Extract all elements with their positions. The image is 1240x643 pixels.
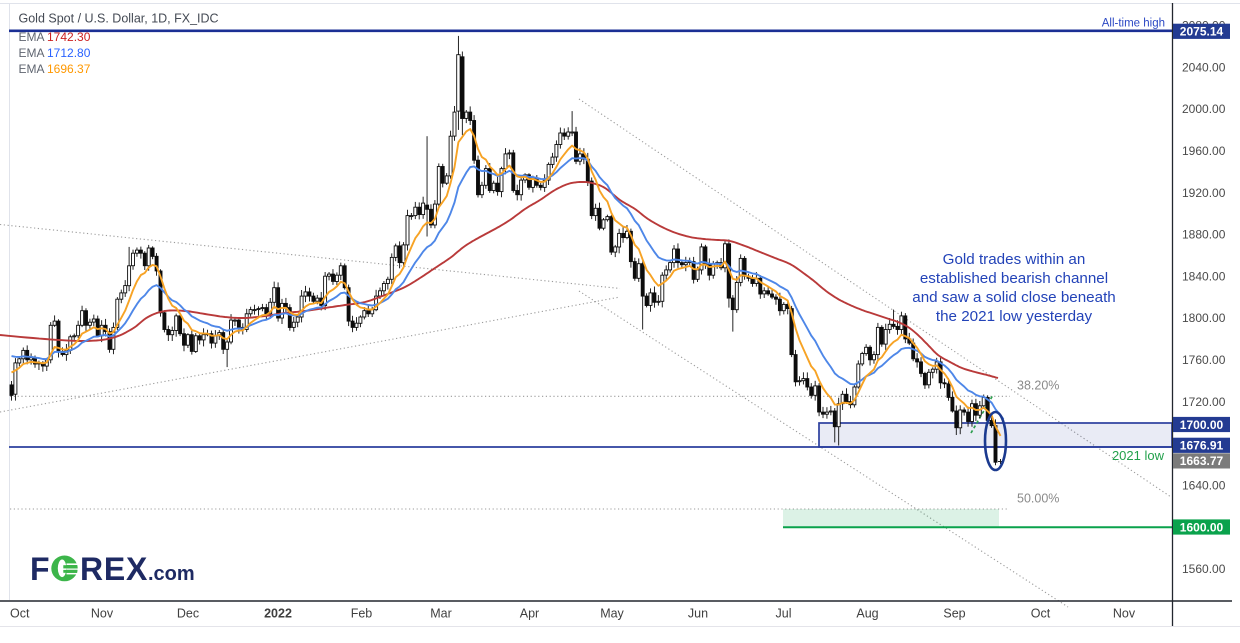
svg-text:Gold trades within an: Gold trades within an: [943, 251, 1086, 268]
svg-text:EMA: EMA: [19, 30, 45, 44]
svg-text:1880.00: 1880.00: [1182, 228, 1226, 242]
svg-text:1712.80: 1712.80: [47, 46, 91, 60]
svg-text:1696.37: 1696.37: [47, 62, 91, 76]
svg-text:Nov: Nov: [1113, 607, 1136, 621]
svg-text:2000.00: 2000.00: [1182, 102, 1226, 116]
svg-text:1742.30: 1742.30: [47, 30, 91, 44]
svg-text:Dec: Dec: [177, 607, 199, 621]
svg-text:1600.00: 1600.00: [1180, 520, 1224, 534]
svg-text:Oct: Oct: [10, 607, 30, 621]
svg-text:Jun: Jun: [688, 607, 708, 621]
svg-text:2040.00: 2040.00: [1182, 60, 1226, 74]
svg-text:Sep: Sep: [943, 607, 965, 621]
svg-text:Apr: Apr: [520, 607, 539, 621]
svg-text:50.00%: 50.00%: [1017, 492, 1059, 506]
svg-text:All-time high: All-time high: [1102, 18, 1165, 30]
svg-text:the 2021 low yesterday: the 2021 low yesterday: [936, 308, 1093, 325]
svg-text:Oct: Oct: [1031, 607, 1051, 621]
svg-text:1760.00: 1760.00: [1182, 353, 1226, 367]
svg-text:1676.91: 1676.91: [1180, 439, 1224, 453]
svg-text:1700.00: 1700.00: [1180, 418, 1224, 432]
svg-text:and saw a solid close beneath: and saw a solid close beneath: [912, 289, 1115, 306]
svg-text:1720.00: 1720.00: [1182, 395, 1226, 409]
svg-text:Jul: Jul: [776, 607, 792, 621]
svg-text:1560.00: 1560.00: [1182, 562, 1226, 576]
svg-text:1840.00: 1840.00: [1182, 269, 1226, 283]
svg-text:Mar: Mar: [430, 607, 452, 621]
svg-text:May: May: [600, 607, 624, 621]
svg-text:1800.00: 1800.00: [1182, 311, 1226, 325]
svg-text:1640.00: 1640.00: [1182, 478, 1226, 492]
svg-text:2022: 2022: [264, 607, 292, 621]
svg-text:established bearish channel: established bearish channel: [920, 270, 1108, 287]
svg-text:Feb: Feb: [351, 607, 373, 621]
svg-text:2021 low: 2021 low: [1112, 448, 1165, 463]
svg-text:1663.77: 1663.77: [1180, 454, 1224, 468]
svg-text:.com: .com: [148, 563, 195, 585]
svg-text:REX: REX: [80, 551, 148, 587]
svg-text:2075.14: 2075.14: [1180, 25, 1224, 39]
svg-text:1960.00: 1960.00: [1182, 144, 1226, 158]
svg-text:F: F: [30, 551, 50, 587]
svg-text:Nov: Nov: [91, 607, 114, 621]
svg-text:1920.00: 1920.00: [1182, 186, 1226, 200]
svg-text:Gold Spot / U.S. Dollar, 1D, F: Gold Spot / U.S. Dollar, 1D, FX_IDC: [19, 12, 219, 26]
svg-text:EMA: EMA: [19, 46, 45, 60]
svg-text:38.20%: 38.20%: [1017, 379, 1059, 393]
svg-text:EMA: EMA: [19, 62, 45, 76]
svg-text:Aug: Aug: [856, 607, 878, 621]
